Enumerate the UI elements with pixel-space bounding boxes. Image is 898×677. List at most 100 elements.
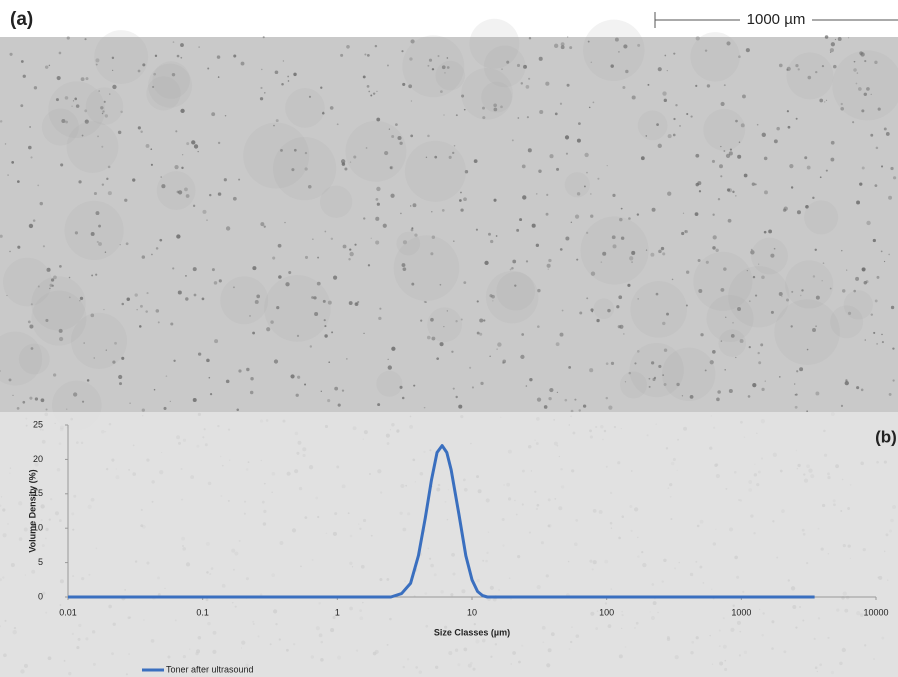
particle xyxy=(697,259,701,263)
particle xyxy=(402,240,408,245)
particle xyxy=(280,148,283,152)
particle xyxy=(525,85,530,89)
particle xyxy=(673,52,676,55)
particle xyxy=(799,367,804,372)
particle xyxy=(181,166,184,170)
particle xyxy=(423,406,426,409)
particle xyxy=(431,210,433,213)
particle xyxy=(252,266,257,271)
particle xyxy=(666,70,668,72)
particle xyxy=(446,57,449,59)
particle xyxy=(846,269,848,271)
particle xyxy=(531,223,536,228)
particle xyxy=(711,159,716,163)
particle xyxy=(375,197,379,201)
particle xyxy=(436,357,440,361)
particle xyxy=(824,101,826,103)
particle xyxy=(728,389,733,394)
particle xyxy=(806,348,809,351)
particle xyxy=(852,121,855,124)
particle xyxy=(667,134,672,139)
particle-blur xyxy=(396,231,421,256)
particle xyxy=(694,212,699,217)
particle xyxy=(574,398,577,401)
particle xyxy=(685,304,688,307)
particle xyxy=(349,248,352,251)
particle xyxy=(107,165,111,169)
particle xyxy=(724,369,726,371)
particle xyxy=(95,58,100,63)
particle xyxy=(176,234,181,239)
particle xyxy=(197,150,199,153)
particle xyxy=(590,214,594,218)
particle xyxy=(112,69,114,71)
particle xyxy=(290,374,295,379)
particle xyxy=(546,193,549,196)
particle xyxy=(60,163,64,167)
particle xyxy=(845,379,848,382)
particle xyxy=(790,325,793,328)
particle xyxy=(821,280,823,282)
particle xyxy=(618,51,620,53)
particle xyxy=(616,305,620,309)
particle xyxy=(264,92,266,94)
particle xyxy=(118,374,123,380)
particle xyxy=(413,384,416,387)
particle xyxy=(610,64,614,68)
particle xyxy=(553,43,559,49)
particle xyxy=(34,397,39,401)
particle xyxy=(586,297,589,300)
particle xyxy=(861,166,865,170)
x-tick-label: 100 xyxy=(599,607,614,617)
particle xyxy=(637,298,640,300)
particle xyxy=(151,253,153,256)
particle xyxy=(789,164,794,169)
particle-blur xyxy=(0,331,43,386)
particle xyxy=(171,72,176,77)
particle xyxy=(815,391,820,396)
particle xyxy=(460,318,463,321)
particle xyxy=(483,319,486,322)
particle xyxy=(225,226,231,231)
particle xyxy=(101,183,105,186)
particle xyxy=(662,321,666,326)
particle xyxy=(0,234,3,238)
particle xyxy=(720,101,725,107)
particle xyxy=(877,107,881,111)
particle-blur xyxy=(31,290,87,346)
particle xyxy=(22,74,26,78)
particle xyxy=(578,122,581,126)
particle xyxy=(800,294,802,297)
particle xyxy=(250,377,254,381)
particle xyxy=(150,148,153,151)
particle xyxy=(114,341,117,345)
particle xyxy=(620,207,623,210)
particle xyxy=(847,37,850,39)
particles xyxy=(0,18,898,676)
particle xyxy=(161,184,166,189)
particle xyxy=(876,275,880,279)
particle xyxy=(172,41,175,43)
particle-blur xyxy=(620,371,647,399)
series-line xyxy=(68,444,815,599)
particle xyxy=(95,211,100,216)
particle xyxy=(58,336,64,342)
particle xyxy=(590,271,596,276)
particle xyxy=(751,182,756,186)
particle xyxy=(276,306,280,310)
particle xyxy=(815,70,818,74)
particle xyxy=(493,198,497,202)
particle xyxy=(715,248,719,253)
particle xyxy=(254,299,259,304)
particle xyxy=(684,230,687,233)
particle xyxy=(85,77,89,81)
particle-blur xyxy=(751,237,788,275)
particle xyxy=(628,371,632,375)
particle xyxy=(636,213,640,216)
particle xyxy=(37,285,40,288)
particle xyxy=(746,269,749,272)
particle xyxy=(121,356,125,360)
particle xyxy=(890,305,895,310)
particle xyxy=(434,155,438,159)
particle xyxy=(549,387,554,393)
